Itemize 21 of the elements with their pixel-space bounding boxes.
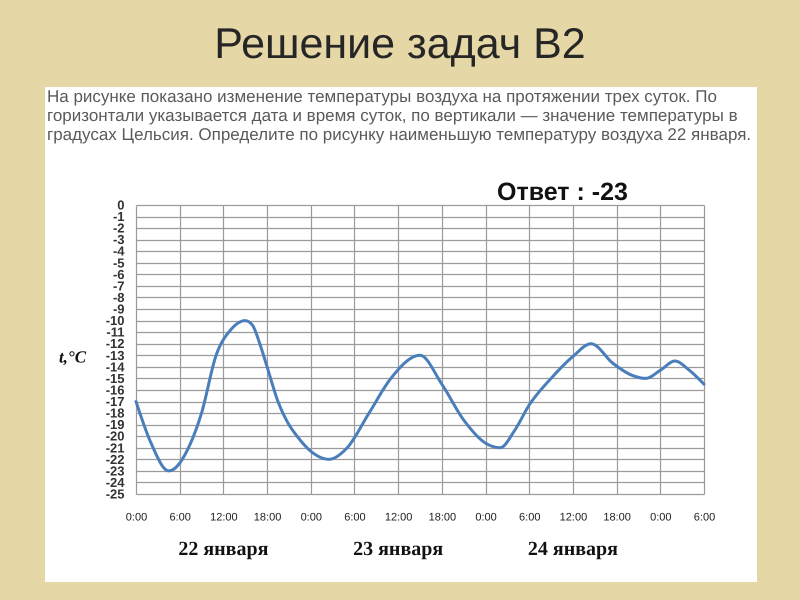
- x-tick-label: 12:00: [210, 512, 238, 524]
- y-axis-title: t,°C: [58, 348, 87, 366]
- x-tick-label: 6:00: [519, 512, 540, 524]
- text: 22 января: [178, 538, 269, 560]
- x-tick-label: 0:00: [126, 512, 148, 524]
- text: 24 января: [528, 538, 618, 560]
- text: 23 января: [353, 538, 444, 560]
- x-tick-label: 18:00: [428, 512, 456, 524]
- x-tick-label: 0:00: [650, 512, 672, 524]
- chart-subtitle: На рисунке показано изменение температуры воздуха на протяжении трех суток. По горизонтали указывается дата и время суток, по вертикали — значение температуры в градусах Цельсия. Определите по рисунку наименьшую температуру воздуха 22 января.: [47, 87, 752, 144]
- x-tick-label: 6:00: [169, 512, 191, 524]
- chart-title: Решение задач В2: [213, 19, 587, 70]
- annotation: Ответ : -23: [497, 177, 628, 208]
- x-tick-label: 0:00: [300, 512, 322, 524]
- x-tick-label: 12:00: [560, 512, 588, 524]
- x-tick-label: 12:00: [384, 512, 412, 524]
- x-tick-label: 6:00: [694, 512, 716, 524]
- x-tick-label: 0:00: [475, 512, 497, 524]
- x-tick-label: 18:00: [254, 512, 282, 524]
- x-tick-label: 6:00: [344, 512, 366, 524]
- x-tick-label: 18:00: [603, 512, 631, 524]
